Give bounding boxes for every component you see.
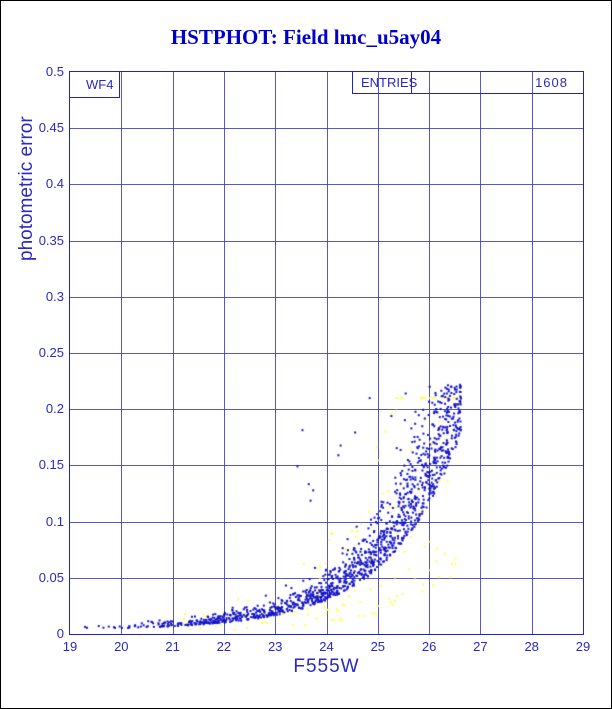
y-tick-label: 0.2 [45, 401, 64, 417]
stats-divider [411, 72, 412, 93]
x-tick-label: 19 [62, 639, 78, 654]
x-tick-label: 23 [267, 639, 283, 654]
y-tick-label: 0 [56, 626, 64, 641]
y-axis-title: photometric error [16, 116, 37, 261]
x-tick-label: 26 [421, 639, 437, 654]
x-tick-label: 29 [575, 639, 591, 654]
x-tick-label: 25 [370, 639, 386, 654]
x-axis-title: F555W [293, 656, 360, 677]
stats-box: ENTRIES 1608 [352, 71, 584, 94]
x-tick-label: 24 [319, 639, 334, 654]
x-tick-label: 27 [473, 639, 488, 654]
page-title: HSTPHOT: Field lmc_u5ay04 [170, 25, 442, 49]
scatter-canvas [70, 72, 583, 634]
stats-label: ENTRIES [361, 75, 418, 90]
x-tick-label: 20 [114, 639, 129, 654]
x-tick-label: 22 [216, 639, 232, 654]
detector-label-box: WF4 [69, 71, 120, 98]
plot-area: 19 20 21 22 23 24 25 26 27 28 29 0 0.05 0.1 0.15 0.2 0.2… [39, 64, 591, 677]
x-tick-label: 21 [165, 639, 180, 654]
stats-value: 1608 [535, 75, 568, 90]
y-tick-label: 0.05 [38, 569, 64, 585]
x-tick-label: 28 [524, 639, 539, 654]
y-tick-label: 0.15 [38, 457, 64, 473]
y-tick-label: 0.5 [45, 64, 64, 79]
detector-label: WF4 [86, 77, 114, 92]
y-tick-label: 0.1 [45, 513, 64, 529]
y-tick-label: 0.25 [38, 345, 64, 360]
y-tick-label: 0.3 [45, 288, 64, 304]
